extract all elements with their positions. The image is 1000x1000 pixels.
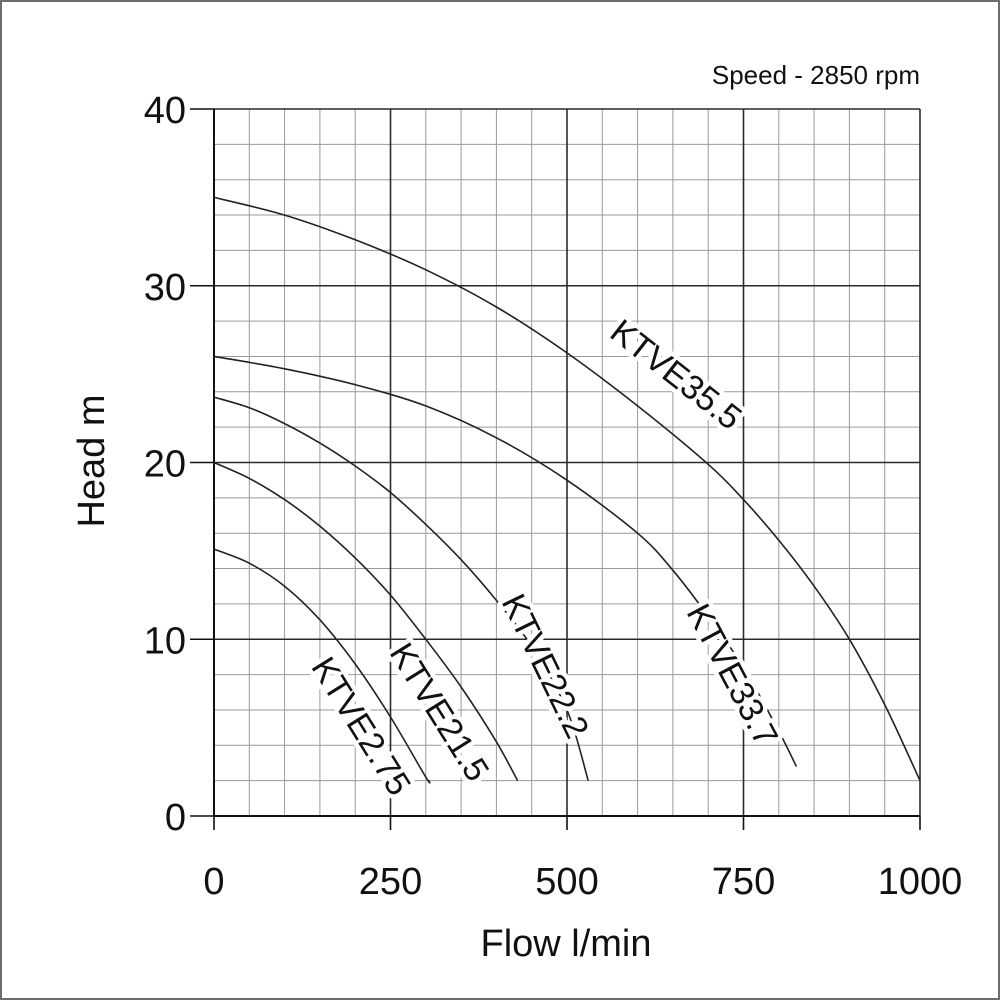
series-line-ktve35-5 [213, 196, 921, 781]
series-line-ktve2-75 [213, 548, 431, 784]
x-tick-label: 1000 [878, 861, 963, 903]
series-line-ktve21-5 [213, 461, 519, 781]
y-tick-label: 10 [144, 620, 186, 662]
x-tick-label: 250 [359, 861, 422, 903]
series-line-ktve33-7 [213, 355, 798, 767]
x-tick-label: 750 [712, 861, 775, 903]
speed-annotation: Speed - 2850 rpm [712, 60, 920, 90]
x-axis-label: Flow l/min [480, 923, 651, 965]
x-tick-label: 500 [535, 861, 598, 903]
y-tick-label: 0 [165, 797, 186, 839]
y-tick-label: 20 [144, 444, 186, 486]
y-tick-label: 30 [144, 267, 186, 309]
y-tick-label: 40 [144, 90, 186, 132]
tick-labels: 0 250 500 750 1000 0 10 20 30 40 [144, 90, 963, 903]
series-line-ktve22-2 [213, 396, 589, 781]
x-tick-label: 0 [203, 861, 224, 903]
y-axis-label: Head m [71, 394, 113, 527]
series-group [213, 196, 921, 784]
